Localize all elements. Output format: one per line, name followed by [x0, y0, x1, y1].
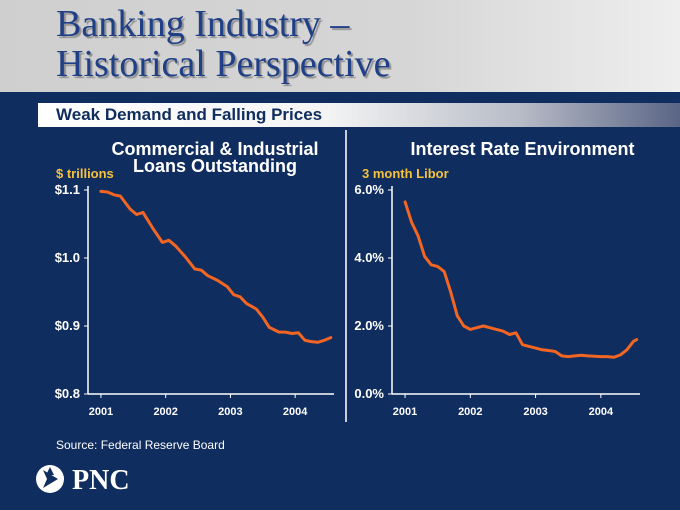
right-chart-y-tick-label: 6.0%	[354, 182, 384, 197]
left-chart-y-tick-label: $1.1	[55, 182, 80, 197]
left-chart-cni-loans: $1.1 $1.0 $0.9 $0.8 2001 2002 2003 2004	[55, 182, 334, 418]
subtitle-bar	[38, 103, 680, 127]
right-chart-x-tick-label: 2001	[393, 406, 417, 418]
source-note: Source: Federal Reserve Board	[56, 438, 225, 452]
left-chart-y-tick-label: $0.9	[55, 318, 80, 333]
left-chart-title-line2: Loans Outstanding	[133, 156, 297, 176]
pnc-logo: PNC	[36, 465, 130, 496]
right-chart-y-tick-label: 4.0%	[354, 250, 384, 265]
left-chart-y-tick-label: $1.0	[55, 250, 80, 265]
pnc-logo-text: PNC	[72, 465, 130, 496]
subtitle: Weak Demand and Falling Prices	[56, 105, 323, 124]
left-chart-title-line1: Commercial & Industrial	[111, 139, 319, 159]
right-chart-x-tick-label: 2003	[523, 406, 547, 418]
page-title: Banking Industry – Historical Perspectiv…	[56, 4, 391, 84]
left-chart-x-tick-label: 2001	[89, 406, 113, 418]
right-chart-x-tick-label: 2004	[589, 406, 614, 418]
left-chart-y-tick-label: $0.8	[55, 386, 80, 401]
right-chart-unit-label: 3 month Libor	[362, 166, 449, 181]
title-bar	[0, 0, 680, 92]
left-chart-x-tick-label: 2003	[218, 406, 242, 418]
left-chart-unit-label: $ trillions	[56, 166, 114, 181]
right-chart-x-tick-label: 2002	[458, 406, 482, 418]
left-chart-x-tick-label: 2002	[153, 406, 177, 418]
right-chart-y-tick-label: 0.0%	[354, 386, 384, 401]
left-chart-x-tick-label: 2004	[283, 406, 308, 418]
right-chart-libor: 6.0% 4.0% 2.0% 0.0% 2001 2002 2003 2004	[354, 182, 640, 418]
right-chart-title: Interest Rate Environment	[410, 139, 635, 159]
page-title-line1: Banking Industry –	[56, 3, 350, 45]
page-title-line2: Historical Perspective	[56, 43, 391, 85]
chart-divider	[345, 130, 347, 422]
right-chart-series-line	[403, 200, 639, 359]
right-chart-y-tick-label: 2.0%	[354, 318, 384, 333]
left-chart-title: Commercial & Industrial Loans Outstandin…	[110, 139, 320, 176]
left-accent-strip	[0, 92, 34, 452]
left-chart-series-line	[99, 189, 333, 344]
pnc-logo-icon	[36, 465, 64, 493]
